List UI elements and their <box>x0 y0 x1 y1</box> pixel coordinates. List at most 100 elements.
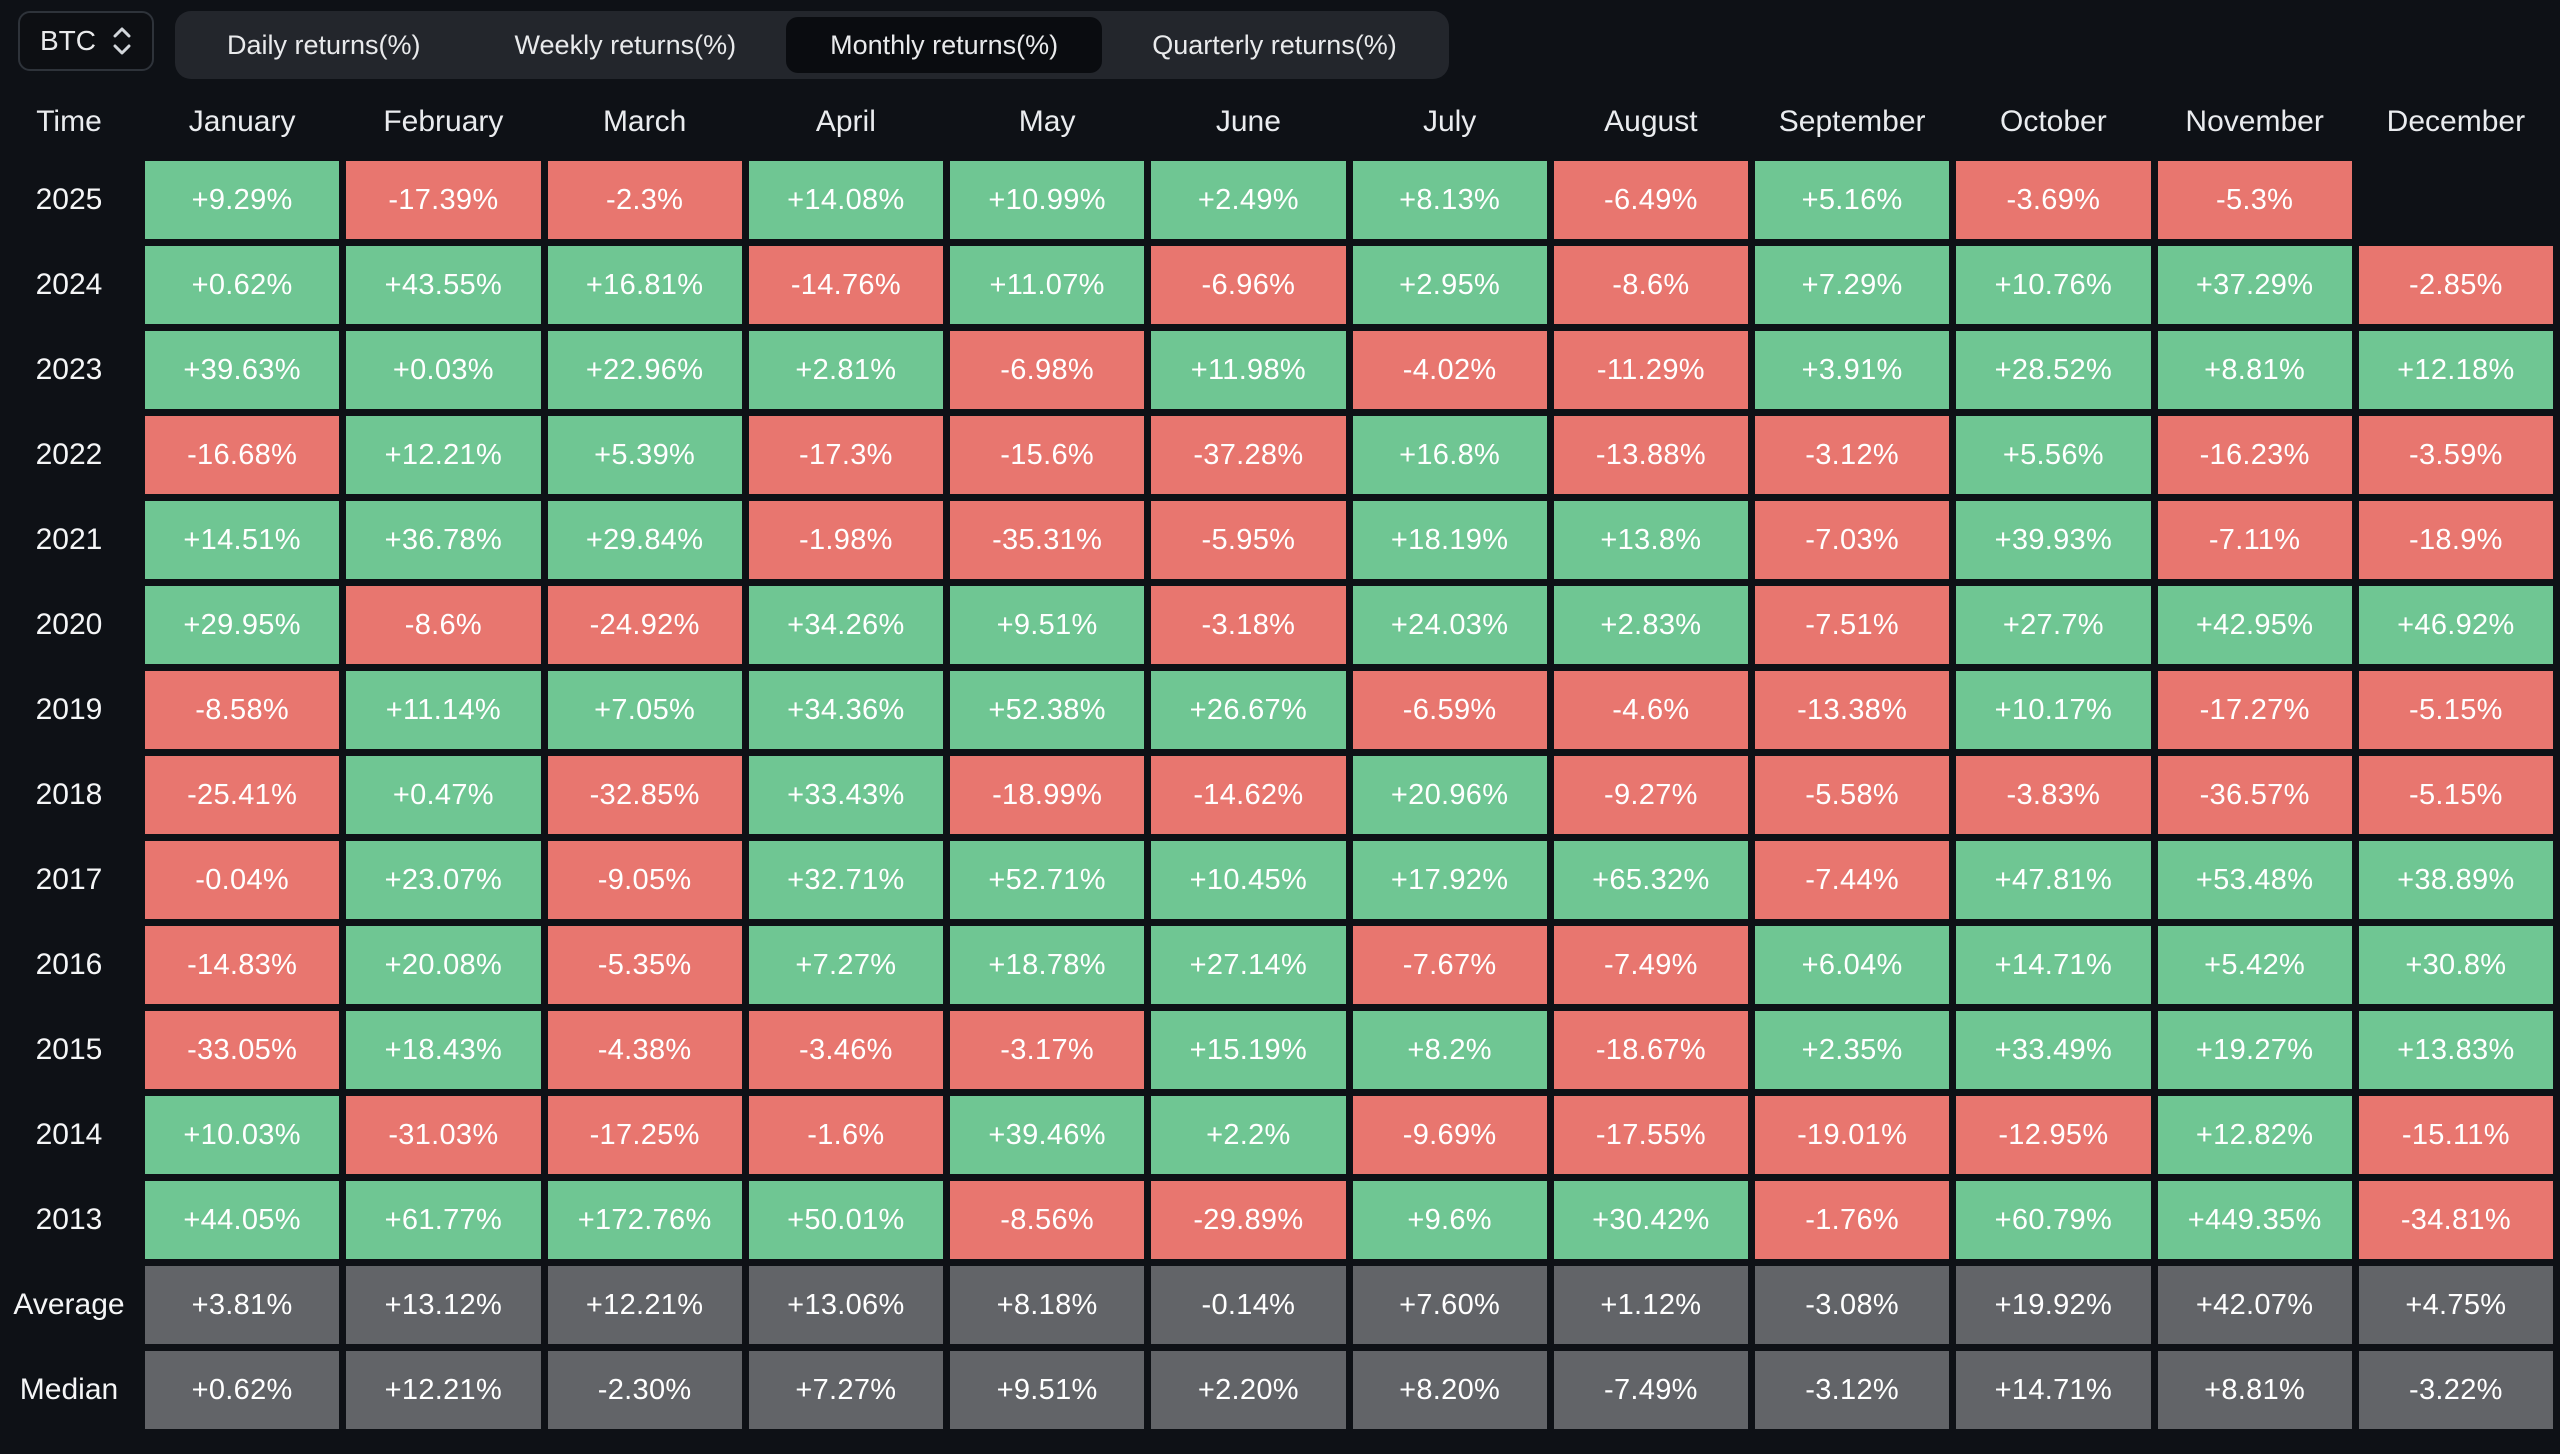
tab-quarterly-returns[interactable]: Quarterly returns(%) <box>1108 17 1441 73</box>
return-cell: +0.62% <box>145 1351 340 1429</box>
row-label: Median <box>19 1373 119 1406</box>
return-cell: -2.30% <box>547 1351 742 1429</box>
return-cell: +7.27% <box>748 1351 943 1429</box>
return-cell: +13.06% <box>748 1266 943 1344</box>
return-cell: -18.9% <box>2358 501 2553 579</box>
return-cell: +449.35% <box>2157 1181 2352 1259</box>
return-cell: +23.07% <box>346 841 541 919</box>
return-cell: +15.19% <box>1151 1011 1346 1089</box>
return-cell: -9.69% <box>1352 1096 1547 1174</box>
return-cell: +6.04% <box>1755 926 1950 1004</box>
return-cell: -14.76% <box>748 246 943 324</box>
return-cell: +10.76% <box>1956 246 2151 324</box>
row-label: 2024 <box>35 268 103 301</box>
return-cell: +2.2% <box>1151 1096 1346 1174</box>
return-cell: -7.49% <box>1553 926 1748 1004</box>
return-cell: +9.51% <box>950 1351 1145 1429</box>
return-cell: -32.85% <box>547 756 742 834</box>
return-cell: +14.71% <box>1956 1351 2151 1429</box>
return-cell: +61.77% <box>346 1181 541 1259</box>
return-cell: -13.38% <box>1755 671 1950 749</box>
return-cell: -13.88% <box>1553 416 1748 494</box>
return-cell: +2.83% <box>1553 586 1748 664</box>
return-cell: +39.63% <box>145 331 340 409</box>
return-cell: -7.67% <box>1352 926 1547 1004</box>
month-header: September <box>1778 105 1926 138</box>
row-label: 2021 <box>35 523 103 556</box>
return-cell: -25.41% <box>145 756 340 834</box>
return-cell: -4.6% <box>1553 671 1748 749</box>
return-cell: +2.95% <box>1352 246 1547 324</box>
return-cell: -2.3% <box>547 161 742 239</box>
return-cell: +12.18% <box>2358 331 2553 409</box>
return-cell: +13.8% <box>1553 501 1748 579</box>
row-label: 2015 <box>35 1033 103 1066</box>
return-cell: -14.62% <box>1151 756 1346 834</box>
return-cell: +36.78% <box>346 501 541 579</box>
return-cell: +8.13% <box>1352 161 1547 239</box>
return-cell: +12.21% <box>346 416 541 494</box>
asset-select[interactable]: BTC <box>18 11 154 71</box>
return-cell: +1.12% <box>1553 1266 1748 1344</box>
return-cell: -3.59% <box>2358 416 2553 494</box>
return-cell: +16.81% <box>547 246 742 324</box>
row-label: 2018 <box>35 778 103 811</box>
return-cell: +9.29% <box>145 161 340 239</box>
return-cell: +2.49% <box>1151 161 1346 239</box>
return-cell-empty <box>2359 161 2553 239</box>
row-label: 2014 <box>35 1118 103 1151</box>
return-cell: +26.67% <box>1151 671 1346 749</box>
return-cell: +5.42% <box>2157 926 2352 1004</box>
return-cell: +17.92% <box>1352 841 1547 919</box>
month-header: January <box>188 105 296 138</box>
return-cell: +16.8% <box>1352 416 1547 494</box>
return-cell: +9.51% <box>950 586 1145 664</box>
return-cell: +43.55% <box>346 246 541 324</box>
return-cell: -8.6% <box>1553 246 1748 324</box>
return-cell: +18.78% <box>950 926 1145 1004</box>
return-cell: +8.81% <box>2157 1351 2352 1429</box>
return-cell: +29.95% <box>145 586 340 664</box>
return-cell: -3.46% <box>748 1011 943 1089</box>
return-cell: +10.99% <box>950 161 1145 239</box>
tab-daily-returns[interactable]: Daily returns(%) <box>183 17 465 73</box>
return-cell: +13.12% <box>346 1266 541 1344</box>
return-cell: -4.38% <box>547 1011 742 1089</box>
return-cell: +14.08% <box>748 161 943 239</box>
row-label: Average <box>13 1288 125 1321</box>
month-header: December <box>2386 105 2526 138</box>
return-cell: -0.04% <box>145 841 340 919</box>
tab-weekly-returns[interactable]: Weekly returns(%) <box>471 17 781 73</box>
return-cell: +0.62% <box>145 246 340 324</box>
return-cell: +5.56% <box>1956 416 2151 494</box>
return-cell: +32.71% <box>748 841 943 919</box>
return-cell: -1.98% <box>748 501 943 579</box>
return-cell: -8.56% <box>950 1181 1145 1259</box>
return-cell: +8.20% <box>1352 1351 1547 1429</box>
month-header: November <box>2185 105 2324 138</box>
return-cell: +42.07% <box>2157 1266 2352 1344</box>
return-cell: +7.29% <box>1755 246 1950 324</box>
return-cell: +33.49% <box>1956 1011 2151 1089</box>
return-cell: +11.98% <box>1151 331 1346 409</box>
return-cell: +29.84% <box>547 501 742 579</box>
return-cell: -19.01% <box>1755 1096 1950 1174</box>
return-cell: -17.55% <box>1553 1096 1748 1174</box>
row-label: 2020 <box>35 608 103 641</box>
return-cell: +0.47% <box>346 756 541 834</box>
return-cell: +12.21% <box>547 1266 742 1344</box>
asset-select-label: BTC <box>40 25 96 56</box>
return-cell: +10.03% <box>145 1096 340 1174</box>
tab-monthly-returns[interactable]: Monthly returns(%) <box>786 17 1103 73</box>
return-cell: -6.49% <box>1553 161 1748 239</box>
return-cell: +2.20% <box>1151 1351 1346 1429</box>
return-cell: +65.32% <box>1553 841 1748 919</box>
return-cell: -7.03% <box>1755 501 1950 579</box>
return-cell: -3.08% <box>1755 1266 1950 1344</box>
return-cell: +7.05% <box>547 671 742 749</box>
return-cell: -0.14% <box>1151 1266 1346 1344</box>
return-cell: -18.67% <box>1553 1011 1748 1089</box>
return-cell: -17.39% <box>346 161 541 239</box>
return-cell: +9.6% <box>1352 1181 1547 1259</box>
return-cell: -14.83% <box>145 926 340 1004</box>
